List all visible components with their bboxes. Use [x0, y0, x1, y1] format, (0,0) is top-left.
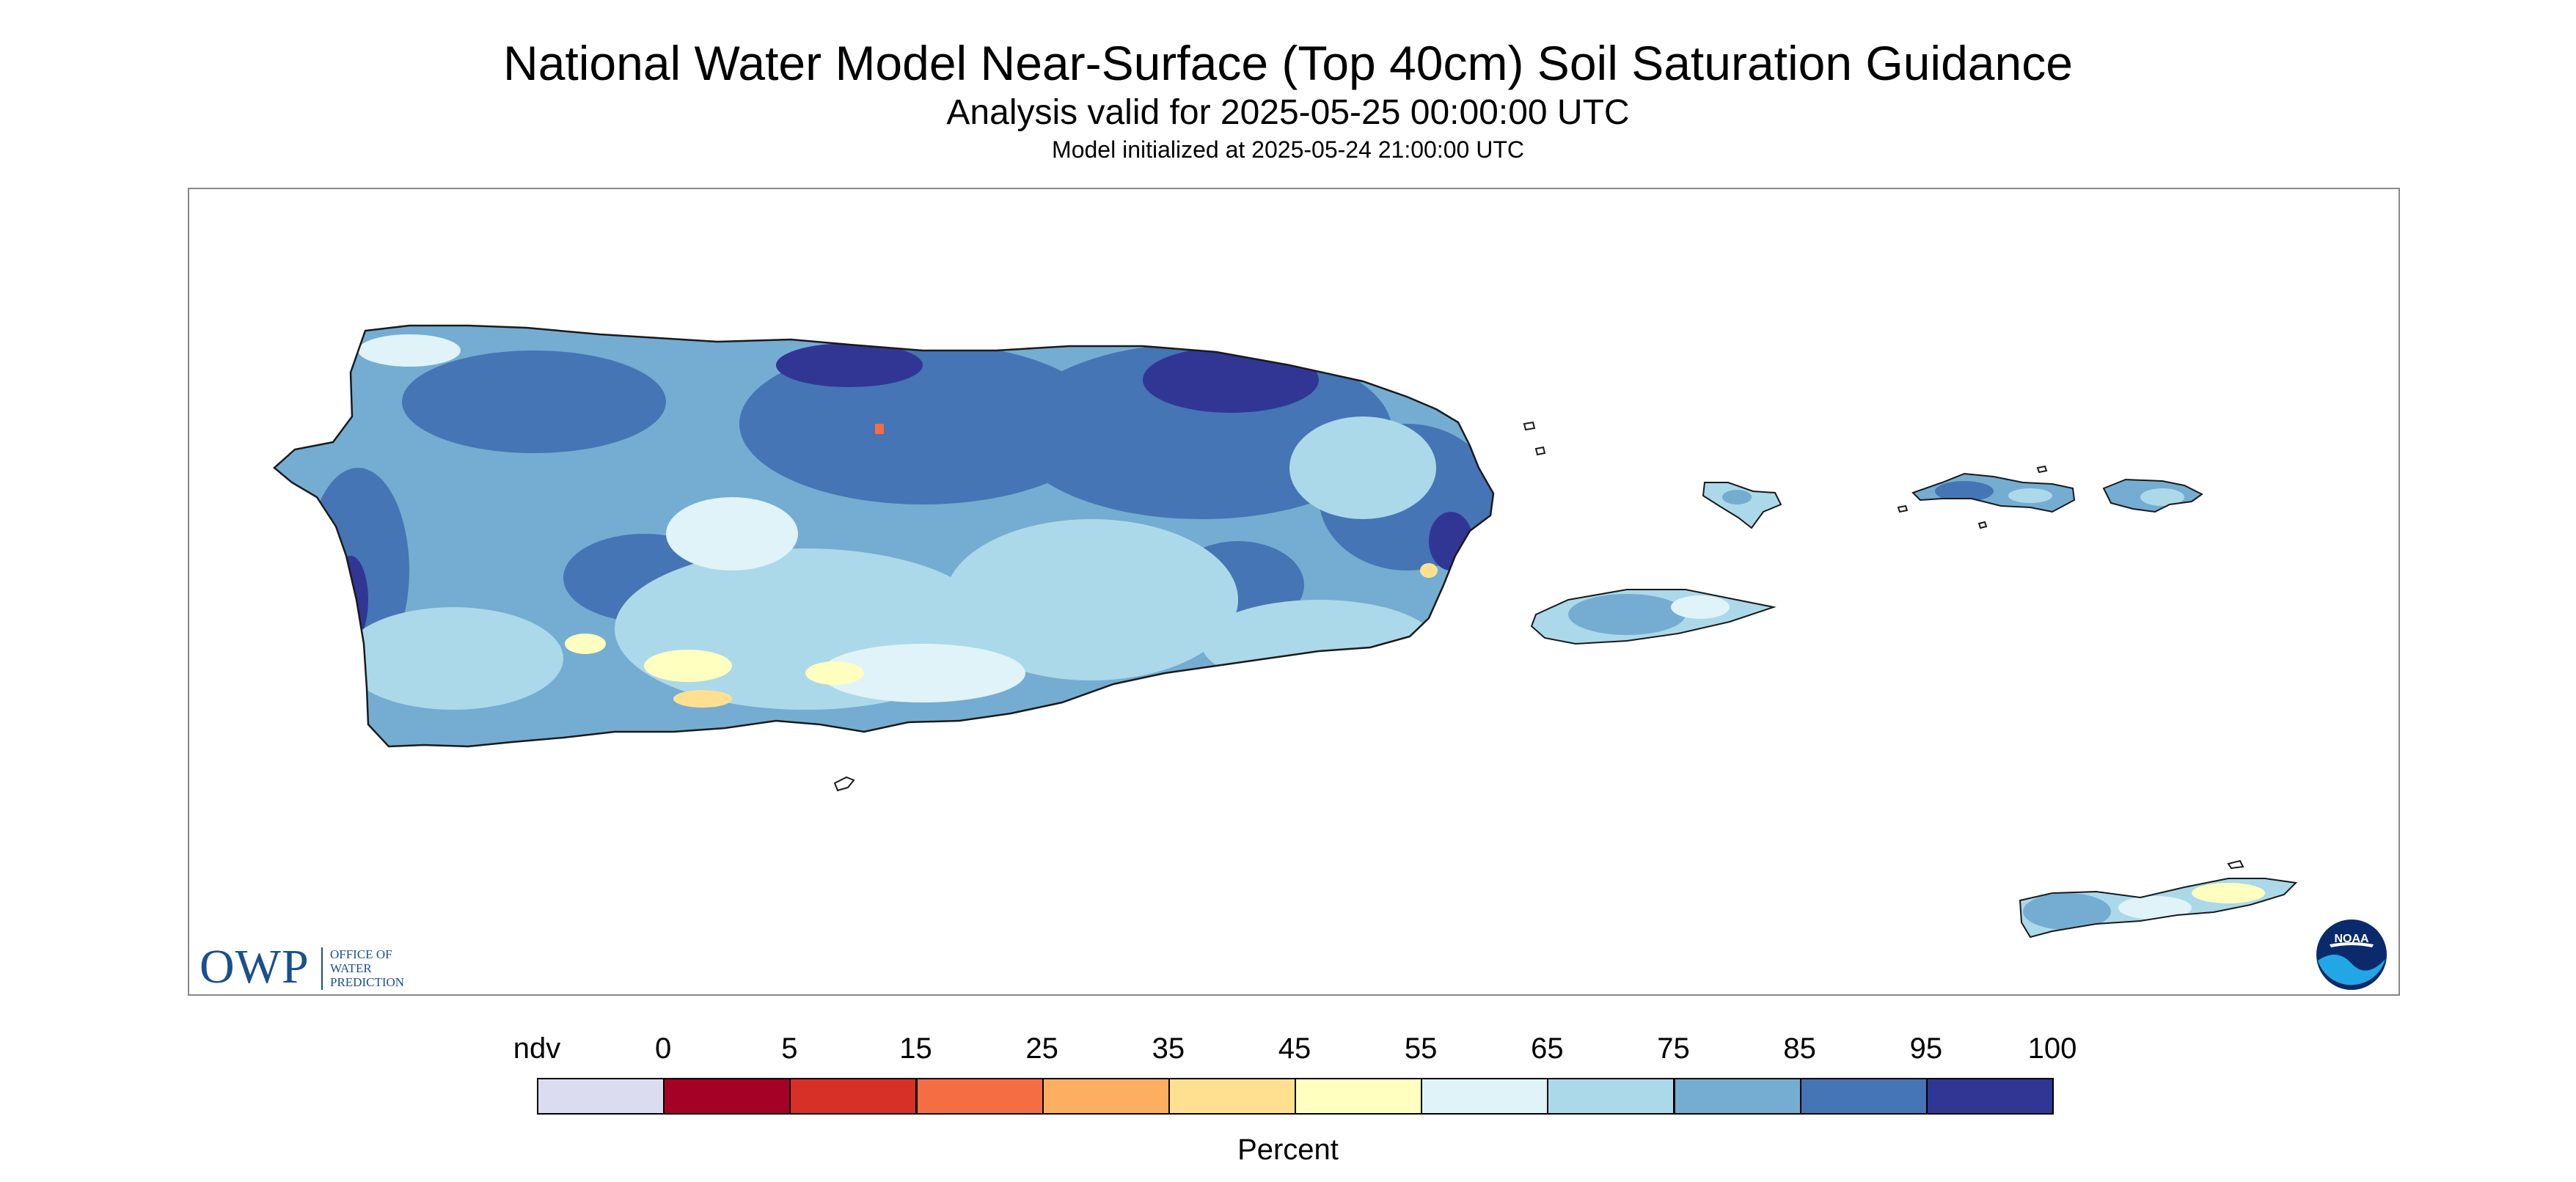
map-canvas: [273, 324, 2298, 939]
st-john-island: [2102, 478, 2203, 513]
owp-sub-line: OFFICE OF: [330, 947, 392, 961]
vieques-island: [1530, 589, 1777, 645]
puerto-rico-coastline: [273, 324, 1495, 748]
noaa-logo: NOAA: [2316, 919, 2387, 990]
chart-subtitle: Analysis valid for 2025-05-25 00:00:00 U…: [946, 93, 1630, 132]
owp-logo-subtext: OFFICE OF WATER PREDICTION: [330, 947, 404, 989]
colorbar-label: 65: [1531, 1032, 1564, 1065]
colorbar-swatch: [1168, 1078, 1296, 1115]
colorbar-swatch: [663, 1078, 791, 1115]
chart-title: National Water Model Near-Surface (Top 4…: [503, 36, 2073, 90]
colorbar-swatch: [1547, 1078, 1675, 1115]
owp-logo-letters: OWP: [200, 940, 310, 994]
owp-sub-line: WATER: [330, 961, 372, 975]
colorbar-swatch: [537, 1078, 665, 1115]
culebra-island: [1702, 482, 1782, 529]
colorbar-label: 75: [1657, 1032, 1690, 1065]
colorbar-swatch: [1673, 1078, 1801, 1115]
colorbar-swatch: [1925, 1078, 2054, 1115]
colorbar-swatch: [1421, 1078, 1549, 1115]
colorbar-label: 55: [1404, 1032, 1438, 1065]
owp-sub-line: PREDICTION: [330, 975, 405, 989]
colorbar-label: 85: [1783, 1032, 1816, 1065]
st-croix-island: [2019, 878, 2298, 939]
colorbar-label: 25: [1025, 1032, 1058, 1065]
colorbar-swatch: [1042, 1078, 1170, 1115]
colorbar-label: 5: [781, 1032, 798, 1065]
colorbar-swatch: [1295, 1078, 1423, 1115]
colorbar-label: 45: [1278, 1032, 1311, 1065]
colorbar-swatch: [915, 1078, 1044, 1115]
small-islets: [833, 421, 2244, 870]
colorbar-swatch: [789, 1078, 918, 1115]
colorbar-label: 95: [1909, 1032, 1943, 1065]
colorbar-label: 35: [1152, 1032, 1185, 1065]
colorbar: [537, 1078, 2054, 1115]
colorbar-title: Percent: [1237, 1134, 1339, 1166]
puerto-rico-island: [273, 324, 1495, 748]
colorbar-label: 15: [899, 1032, 932, 1065]
owp-logo-divider: [321, 947, 323, 990]
colorbar-tick-labels: ndv 0 5 15 25 35 45 55 65 75 85 95 100: [0, 1032, 2576, 1069]
noaa-logo-text: NOAA: [2334, 933, 2369, 945]
colorbar-label: ndv: [513, 1032, 561, 1065]
colorbar-label: 100: [2027, 1032, 2077, 1065]
soil-field-dry-spots: [565, 634, 1407, 685]
st-thomas-island: [1911, 472, 2076, 513]
colorbar-label: 0: [655, 1032, 672, 1065]
model-init-line: Model initialized at 2025-05-24 21:00:00…: [1052, 136, 1524, 163]
colorbar-swatch: [1799, 1078, 1928, 1115]
map-panel: [188, 188, 2400, 996]
